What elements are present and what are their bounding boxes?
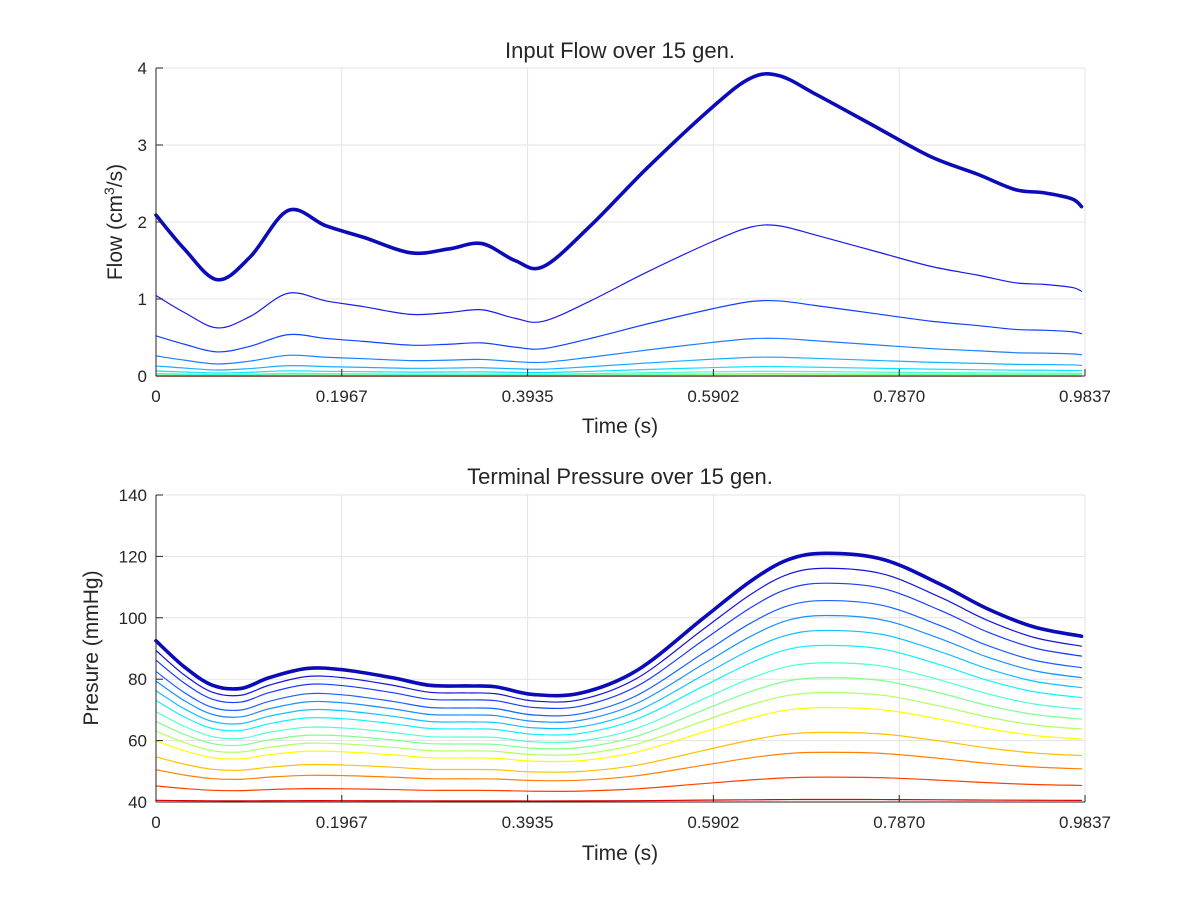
series-line-gen-3 <box>156 583 1082 708</box>
pressure-plot-title: Terminal Pressure over 15 gen. <box>467 464 773 489</box>
y-tick-label: 80 <box>128 670 147 689</box>
y-tick-label: 120 <box>119 547 147 566</box>
pressure-x-axis-label: Time (s) <box>582 842 658 865</box>
series-line-gen-8 <box>156 663 1082 743</box>
flow-series-group <box>156 74 1082 376</box>
flow-grid <box>156 68 1085 376</box>
x-tick-label: 0.3935 <box>502 387 554 406</box>
x-tick-label: 0.1967 <box>316 813 368 832</box>
series-line-gen-13 <box>156 752 1082 780</box>
x-tick-label: 0 <box>151 387 160 406</box>
series-line-gen-5 <box>156 357 1082 370</box>
series-line-gen-7 <box>156 645 1082 735</box>
flow-y-label-tail: /s) <box>104 164 127 187</box>
series-line-gen-3 <box>156 300 1082 352</box>
series-line-gen-1 <box>156 74 1082 280</box>
x-tick-label: 0.9837 <box>1059 387 1111 406</box>
x-tick-label: 0.5902 <box>687 387 739 406</box>
x-tick-label: 0.7870 <box>873 387 925 406</box>
y-tick-label: 3 <box>138 136 147 155</box>
x-tick-label: 0.1967 <box>316 387 368 406</box>
series-line-gen-6 <box>156 367 1082 373</box>
x-tick-label: 0.7870 <box>873 813 925 832</box>
y-tick-label: 60 <box>128 732 147 751</box>
series-line-gen-1 <box>156 553 1082 695</box>
flow-plot: Input Flow over 15 gen. 0 0.1967 0.3935 0.5… <box>101 38 1111 438</box>
flow-y-axis-label: Flow (cm3/s) <box>101 164 127 280</box>
flow-tick-labels: 0 0.1967 0.3935 0.5902 0.7870 0.9837 0 1 2 3 4 <box>138 59 1111 406</box>
y-tick-label: 2 <box>138 213 147 232</box>
series-line-gen-14 <box>156 777 1082 791</box>
series-line-gen-9 <box>156 678 1082 749</box>
flow-y-label-main: Flow (cm <box>104 195 127 280</box>
y-tick-label: 0 <box>138 367 147 386</box>
x-tick-label: 0.5902 <box>687 813 739 832</box>
x-tick-label: 0.3935 <box>502 813 554 832</box>
flow-y-label-superscript: 3 <box>101 187 117 195</box>
series-line-gen-2 <box>156 225 1082 328</box>
y-tick-label: 1 <box>138 290 147 309</box>
y-tick-label: 100 <box>119 609 147 628</box>
x-tick-label: 0.9837 <box>1059 813 1111 832</box>
flow-plot-title: Input Flow over 15 gen. <box>505 38 735 63</box>
series-line-gen-15 <box>156 800 1082 801</box>
flow-x-axis-label: Time (s) <box>582 415 658 438</box>
x-tick-label: 0 <box>151 813 160 832</box>
series-line-gen-4 <box>156 338 1082 364</box>
series-line-gen-11 <box>156 708 1082 762</box>
series-line-gen-10 <box>156 693 1082 756</box>
pressure-series-group <box>156 553 1082 801</box>
y-tick-label: 40 <box>128 793 147 812</box>
y-tick-label: 4 <box>138 59 147 78</box>
pressure-plot: Terminal Pressure over 15 gen. 0 0.1967 0.… <box>80 464 1111 865</box>
pressure-y-axis-label: Presure (mmHg) <box>80 570 103 725</box>
y-tick-label: 140 <box>119 486 147 505</box>
